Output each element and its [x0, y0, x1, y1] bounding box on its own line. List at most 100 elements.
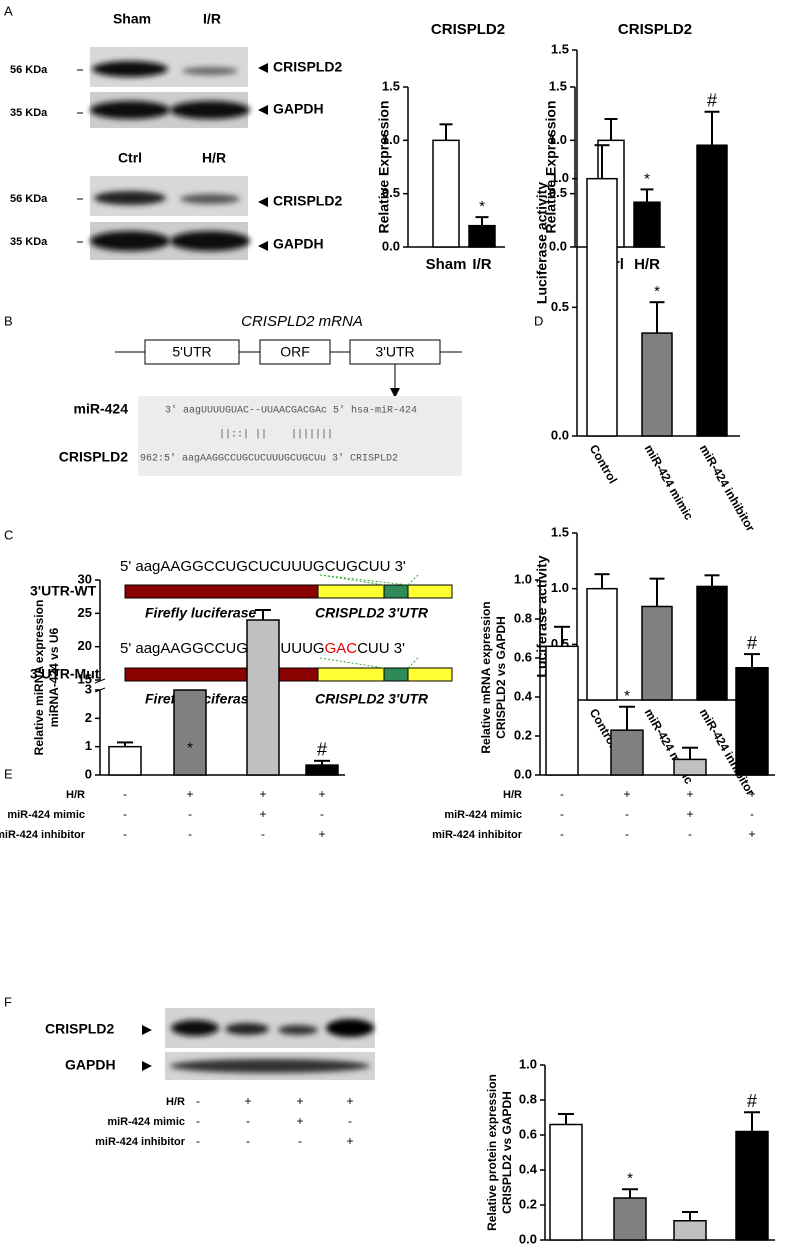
protein-label: GAPDH [65, 1057, 116, 1073]
condition-value: - [196, 1094, 200, 1108]
arrowhead [390, 388, 400, 398]
luciferase-segment [124, 584, 319, 599]
condition-name: miR-424 mimic [7, 809, 85, 821]
region-box [259, 339, 331, 365]
lane-label: Sham [113, 11, 151, 27]
condition-value: + [686, 787, 693, 801]
significance-mark: * [479, 198, 485, 215]
condition-name: miR-424 inhibitor [0, 829, 86, 841]
y-tick-label: 0.2 [519, 1196, 537, 1211]
luciferase-segment [124, 667, 319, 682]
y-tick-label: 0.5 [382, 185, 400, 200]
y-axis-label: CRISPLD2 vs GAPDH [494, 616, 508, 739]
bar [586, 177, 618, 437]
condition-value: + [346, 1094, 353, 1108]
y-tick-label: 0.6 [514, 649, 532, 664]
band [170, 1059, 370, 1073]
arrowhead [142, 1025, 152, 1035]
condition-value: - [625, 827, 629, 841]
bar [610, 729, 644, 776]
y-tick-label: 30 [78, 571, 92, 586]
size-label: 56 KDa [10, 193, 48, 205]
bar [696, 144, 728, 437]
band [225, 1023, 269, 1035]
band [90, 231, 170, 251]
band [90, 101, 170, 119]
arrowhead [258, 241, 268, 251]
condition-value: - [688, 827, 692, 841]
x-tick-label: Sham [426, 256, 467, 273]
condition-value: - [560, 807, 564, 821]
x-tick-label: miR-424 mimic [642, 442, 697, 523]
condition-value: - [348, 1114, 352, 1128]
y-tick-label: 0.8 [519, 1091, 537, 1106]
diagram-c: 5' aagAAGGCCUGCUCUUUGCUGCUU 3' 3'UTR-WT … [30, 558, 453, 707]
y-axis-label: Luciferase activity [534, 182, 550, 304]
condition-value: - [246, 1114, 250, 1128]
condition-value: + [186, 787, 193, 801]
condition-value: + [346, 1134, 353, 1148]
condition-value: - [188, 807, 192, 821]
condition-value: - [750, 807, 754, 821]
significance-mark: * [187, 739, 193, 756]
y-axis-label: miRNA-424 vs U6 [47, 627, 61, 727]
panel-label: F [4, 994, 12, 1009]
condition-value: - [123, 787, 127, 801]
condition-name: H/R [66, 789, 85, 801]
y-axis-label: Relative Expression [376, 100, 392, 233]
region-label: 3'UTR [375, 344, 414, 360]
y-tick-label: 0.0 [382, 238, 400, 253]
condition-name: miR-424 mimic [107, 1116, 185, 1128]
arrowhead [258, 105, 268, 115]
bar [633, 201, 661, 248]
bar [173, 689, 207, 776]
bar [641, 332, 673, 437]
y-axis-label: Relative miRNA expression [32, 600, 46, 756]
panel-label: A [4, 3, 13, 18]
y-tick-label: 1.5 [551, 524, 569, 539]
band [180, 194, 240, 204]
blot-f: CRISPLD2 GAPDH [45, 1008, 375, 1080]
condition-name: H/R [166, 1096, 185, 1108]
y-tick-label: 1.5 [549, 78, 567, 93]
protein-label: CRISPLD2 [45, 1021, 114, 1037]
bar [696, 585, 728, 701]
bar [549, 1123, 583, 1241]
site-segment [383, 584, 409, 599]
significance-mark: # [747, 633, 757, 653]
segment-label: Firefly luciferase [145, 605, 256, 621]
y-tick-label: 15 [78, 671, 92, 686]
condition-value: + [686, 807, 693, 821]
y-tick-label: 25 [78, 605, 92, 620]
y-axis-label: CRISPLD2 vs GAPDH [500, 1091, 514, 1214]
condition-value: + [259, 807, 266, 821]
y-tick-label: 1.0 [549, 132, 567, 147]
condition-value: - [123, 827, 127, 841]
diagram-b: CRISPLD2 mRNA 5'UTR ORF 3'UTR miR-424 3'… [59, 313, 462, 476]
condition-value: - [298, 1134, 302, 1148]
bar-chart: 0.0 0.2 0.4 0.6 0.8 1.0 Relative protein expre… [485, 1056, 775, 1246]
condition-value: - [320, 807, 324, 821]
x-tick-label: Control [587, 442, 620, 486]
significance-mark: # [707, 91, 717, 111]
y-tick-label: 20 [78, 638, 92, 653]
condition-value: - [261, 827, 265, 841]
bar [673, 1220, 707, 1241]
y-tick-label: 0.5 [549, 185, 567, 200]
y-tick-label: 0.0 [514, 766, 532, 781]
condition-name: H/R [503, 789, 522, 801]
y-axis-label: Relative protein expression [485, 1074, 499, 1231]
sequence-part: CUU 3' [357, 640, 405, 657]
bar-chart: 0.0 0.2 0.4 0.6 0.8 1.0 Relative mRNA expressi… [432, 571, 775, 841]
x-tick-label: miR-424 inhibitor [697, 442, 758, 534]
construct-label: 3'UTR-WT [30, 583, 97, 599]
size-label: 35 KDa [10, 236, 48, 248]
chart-title: CRISPLD2 [618, 21, 692, 38]
y-tick-label: 1.5 [551, 41, 569, 56]
condition-value: + [318, 827, 325, 841]
sequence-part: 5' aagAAGGCCUGCUCUUUG [120, 640, 325, 657]
bar [641, 605, 673, 701]
sequence: 5' aagAAGGCCUGCUCUUUGCUGCUU 3' [120, 558, 406, 575]
